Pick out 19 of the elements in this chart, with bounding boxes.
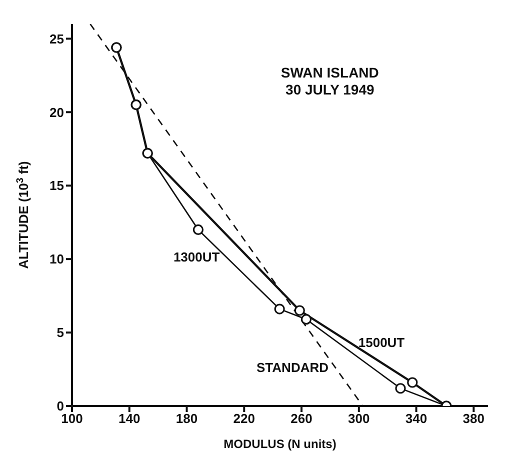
x-tick-label: 140 xyxy=(118,411,140,426)
x-tick-label: 180 xyxy=(176,411,198,426)
x-tick-label: 380 xyxy=(462,411,485,426)
y-tick-label: 0 xyxy=(56,398,64,414)
x-tick-label: 220 xyxy=(233,411,255,426)
series-label: STANDARD xyxy=(256,360,329,375)
x-tick-label: 300 xyxy=(348,411,370,426)
x-axis-title: MODULUS (N units) xyxy=(224,437,336,451)
x-tick-label: 340 xyxy=(405,411,428,426)
y-tick-label: 5 xyxy=(56,325,64,340)
series-label: 1500UT xyxy=(358,334,405,350)
y-tick-label: 15 xyxy=(50,178,64,194)
series-label: 1300UT xyxy=(173,249,220,264)
x-tick-label: 260 xyxy=(290,411,312,426)
y-tick-label: 10 xyxy=(50,252,64,267)
text: SWAN ISLAND 30 JULY 1949 xyxy=(280,64,379,98)
y-tick-label: 20 xyxy=(50,104,64,120)
y-tick-label: 25 xyxy=(50,31,64,46)
x-tick-label: 100 xyxy=(61,411,83,426)
